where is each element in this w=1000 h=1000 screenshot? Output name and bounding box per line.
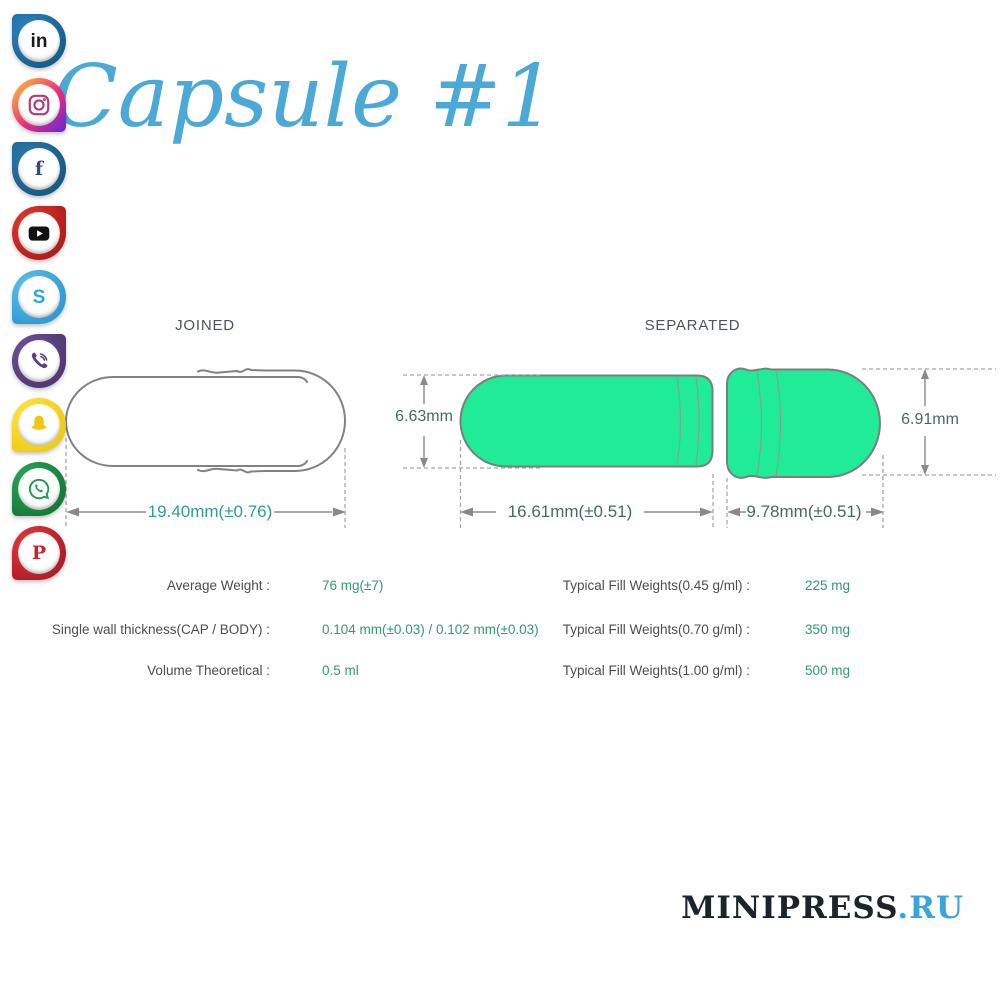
brand-tld: .RU	[897, 890, 964, 926]
cap-length-value: 9.78mm(±0.51)	[746, 502, 862, 521]
separated-extension-lines	[403, 368, 996, 528]
instagram-glyph	[18, 84, 60, 126]
snapchat-glyph	[18, 404, 60, 446]
spec-value: 0.5 ml	[322, 663, 359, 678]
spec-label: Average Weight :	[166, 578, 270, 593]
body-length-dimension	[460, 507, 713, 517]
whatsapp-glyph	[18, 468, 60, 510]
joined-view-label: JOINED	[175, 317, 235, 334]
spec-value: 500 mg	[805, 663, 851, 678]
joined-extension-lines	[65, 438, 346, 528]
viber-icon[interactable]	[12, 334, 66, 388]
separated-view-label: SEPARATED	[644, 317, 741, 334]
skype-glyph: S	[18, 276, 60, 318]
separated-body-shape	[459, 374, 714, 468]
spec-label: Typical Fill Weights(0.70 g/ml) :	[562, 622, 750, 637]
separated-body-rim-lines	[676, 376, 700, 466]
cap-length-dimension	[727, 507, 884, 517]
whatsapp-icon[interactable]	[12, 462, 66, 516]
spec-value: 76 mg(±7)	[322, 578, 384, 593]
youtube-glyph	[18, 212, 60, 254]
spec-row-fill-100: Typical Fill Weights(1.00 g/ml) : 500 mg	[540, 663, 850, 678]
skype-icon[interactable]: S	[12, 270, 66, 324]
linkedin-glyph: in	[18, 20, 60, 62]
facebook-glyph: f	[18, 148, 60, 190]
brand-name: MINIPRESS	[681, 890, 898, 926]
spec-label: Single wall thickness(CAP / BODY) :	[51, 622, 270, 637]
joined-capsule-cap-outline	[197, 368, 346, 474]
spec-label: Typical Fill Weights(0.45 g/ml) :	[562, 578, 750, 593]
spec-row-wall-thickness: Single wall thickness(CAP / BODY) : 0.10…	[0, 622, 539, 637]
joined-capsule-body-outline	[65, 376, 308, 467]
body-diameter-dimension	[420, 375, 428, 468]
separated-cap-rim-lines	[756, 369, 782, 477]
spec-value: 225 mg	[805, 578, 851, 593]
joined-length-value: 19.40mm(±0.76)	[147, 502, 273, 521]
spec-value: 350 mg	[805, 622, 851, 637]
separated-cap-shape	[726, 367, 881, 479]
spec-value: 0.104 mm(±0.03) / 0.102 mm(±0.03)	[322, 622, 539, 637]
spec-row-fill-045: Typical Fill Weights(0.45 g/ml) : 225 mg	[540, 578, 850, 593]
cap-diameter-value: 6.91mm	[901, 411, 959, 428]
spec-label: Typical Fill Weights(1.00 g/ml) :	[562, 663, 750, 678]
spec-row-fill-070: Typical Fill Weights(0.70 g/ml) : 350 mg	[540, 622, 850, 637]
facebook-icon[interactable]: f	[12, 142, 66, 196]
youtube-icon[interactable]	[12, 206, 66, 260]
pinterest-glyph: P	[18, 532, 60, 574]
footer-logo[interactable]: MINIPRESS.RU	[681, 890, 964, 926]
linkedin-icon[interactable]: in	[12, 14, 66, 68]
joined-length-dimension	[66, 507, 346, 517]
cap-diameter-dimension	[921, 369, 929, 475]
spec-row-volume: Volume Theoretical : 0.5 ml	[0, 663, 359, 678]
page-title: Capsule #1	[52, 47, 557, 147]
snapchat-icon[interactable]	[12, 398, 66, 452]
instagram-icon[interactable]	[12, 78, 66, 132]
viber-glyph	[18, 340, 60, 382]
spec-label: Volume Theoretical :	[147, 663, 270, 678]
spec-row-average-weight: Average Weight : 76 mg(±7)	[0, 578, 384, 593]
body-length-value: 16.61mm(±0.51)	[507, 502, 633, 521]
pinterest-icon[interactable]: P	[12, 526, 66, 580]
body-diameter-value: 6.63mm	[395, 408, 453, 425]
